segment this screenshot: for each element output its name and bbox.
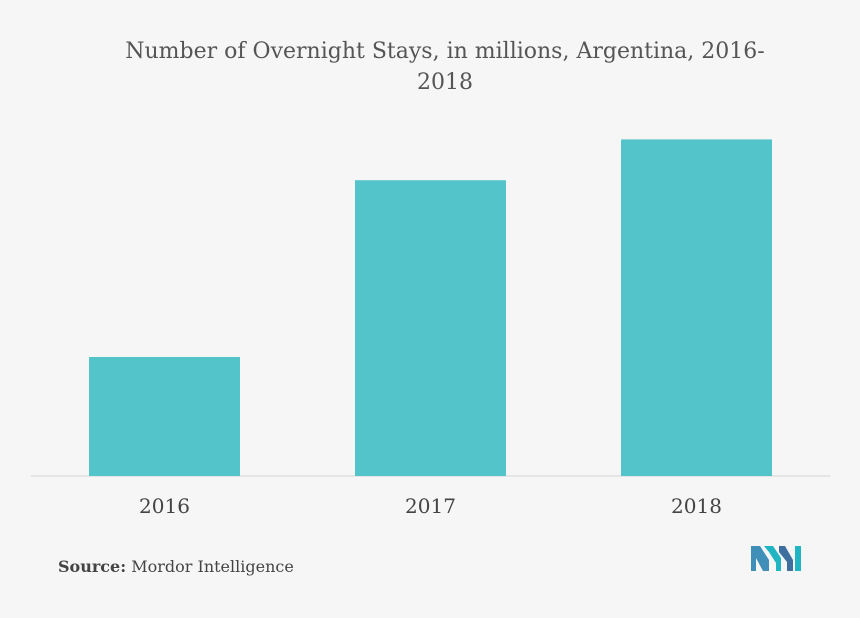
mordor-intelligence-logo-icon: [751, 546, 801, 571]
source-label: Source:: [58, 557, 127, 576]
source-text: Mordor Intelligence: [131, 557, 294, 576]
x-tick-label-2017: 2017: [405, 494, 456, 518]
bar-2018: [621, 139, 772, 476]
x-tick-label-2016: 2016: [139, 494, 190, 518]
bar-chart: 2016 2017 2018: [31, 139, 830, 518]
bar-2016: [89, 357, 240, 476]
bars-group: [89, 139, 772, 476]
x-tick-label-2018: 2018: [671, 494, 722, 518]
tick-labels-group: 2016 2017 2018: [139, 494, 722, 518]
source-note: Source: Mordor Intelligence: [58, 557, 294, 576]
bar-2017: [355, 180, 506, 476]
chart-title: Number of Overnight Stays, in millions, …: [125, 39, 765, 95]
